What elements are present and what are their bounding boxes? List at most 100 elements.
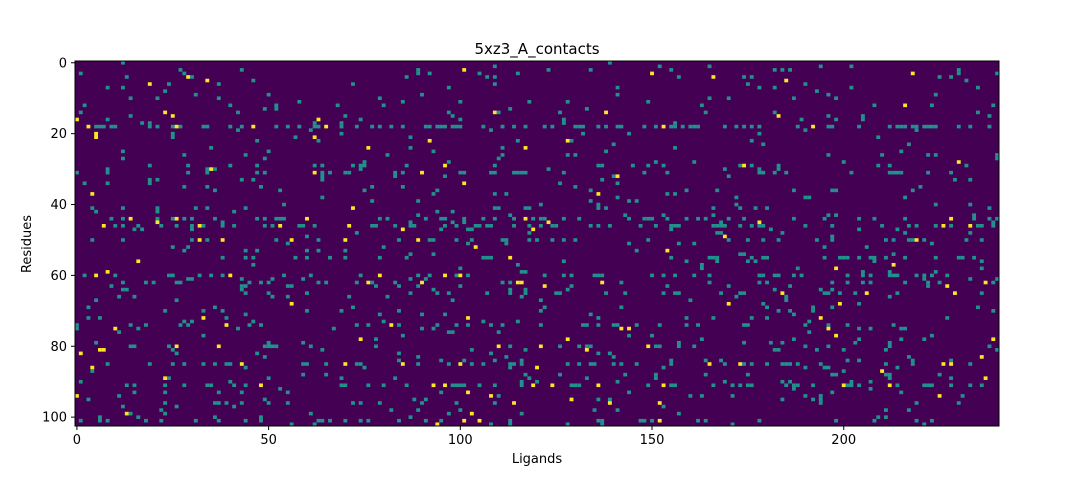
heatmap-cell — [887, 294, 892, 299]
heatmap-cell — [343, 418, 348, 423]
heatmap-cell — [423, 216, 428, 221]
heatmap-cell — [657, 344, 662, 349]
heatmap-cell — [239, 287, 244, 292]
heatmap-cell — [849, 379, 854, 384]
heatmap-cell — [82, 181, 87, 186]
heatmap-cell — [75, 326, 79, 331]
heatmap-cell — [328, 255, 332, 260]
heatmap-cell — [646, 163, 651, 168]
heatmap-cell — [933, 153, 938, 157]
heatmap-cell — [834, 266, 839, 271]
heatmap-cell — [738, 362, 743, 366]
heatmap-cell — [676, 291, 681, 295]
heatmap-cell — [289, 238, 294, 242]
heatmap-cell — [305, 255, 309, 260]
heatmap-cell — [243, 312, 248, 317]
heatmap-cell — [906, 355, 911, 359]
heatmap-cell — [450, 124, 455, 129]
heatmap-cell — [945, 316, 950, 320]
heatmap-cell — [489, 170, 493, 175]
heatmap-cell — [113, 326, 118, 331]
heatmap-cell — [347, 170, 352, 175]
heatmap-cell — [508, 255, 513, 260]
heatmap-cell — [615, 85, 620, 90]
heatmap-cell — [515, 170, 520, 175]
heatmap-cell — [243, 383, 248, 388]
heatmap-cell — [573, 383, 578, 388]
heatmap-cell — [439, 227, 444, 232]
heatmap-cell — [558, 110, 562, 115]
heatmap-cell — [213, 216, 217, 221]
heatmap-cell — [910, 124, 915, 129]
heatmap-cell — [596, 323, 601, 327]
heatmap-cell — [665, 216, 670, 221]
heatmap-cell — [711, 316, 716, 320]
heatmap-cell — [826, 114, 831, 118]
heatmap-cell — [485, 291, 490, 295]
heatmap-cell — [968, 177, 973, 182]
heatmap-cell — [481, 362, 486, 366]
heatmap-cell — [155, 206, 160, 210]
heatmap-cell — [926, 284, 931, 288]
heatmap-cell — [285, 390, 290, 395]
heatmap-cell — [933, 202, 938, 207]
heatmap-cell — [293, 135, 298, 140]
heatmap-cell — [584, 344, 589, 349]
heatmap-cell — [370, 280, 375, 285]
heatmap-cell — [262, 355, 267, 359]
heatmap-cell — [523, 270, 528, 274]
heatmap-cell — [316, 248, 321, 253]
heatmap-cell — [665, 284, 670, 288]
heatmap-cell — [94, 135, 99, 140]
heatmap-cell — [784, 362, 789, 366]
heatmap-cell — [772, 273, 777, 278]
heatmap-cell — [615, 323, 620, 327]
heatmap-cell — [201, 224, 206, 228]
heatmap-cell — [615, 174, 620, 178]
heatmap-cell — [761, 142, 766, 147]
heatmap-cell — [170, 348, 175, 352]
heatmap-cell — [121, 156, 125, 161]
heatmap-cell — [351, 401, 355, 405]
heatmap-cell — [830, 372, 835, 377]
heatmap-cell — [891, 238, 896, 242]
heatmap-cell — [845, 255, 850, 260]
heatmap-cell — [719, 358, 723, 363]
heatmap-cell — [366, 280, 371, 285]
heatmap-cell — [910, 71, 915, 76]
heatmap-cell — [665, 248, 670, 253]
heatmap-cell — [653, 376, 658, 380]
heatmap-cell — [872, 259, 877, 264]
heatmap-cell — [94, 298, 99, 303]
heatmap-cell — [719, 224, 723, 228]
heatmap-cell — [416, 273, 421, 278]
heatmap-cell — [316, 238, 321, 242]
heatmap-cell — [446, 330, 451, 334]
y-tick-label: 20 — [50, 127, 67, 142]
heatmap-cell — [163, 401, 168, 405]
heatmap-cell — [312, 124, 317, 129]
heatmap-cell — [496, 330, 501, 334]
heatmap-cell — [929, 273, 934, 278]
heatmap-cell — [707, 273, 712, 278]
heatmap-cell — [201, 124, 206, 129]
heatmap-cell — [772, 287, 777, 292]
heatmap-cell — [558, 291, 562, 295]
heatmap-cell — [995, 71, 1000, 76]
heatmap-cell — [822, 255, 827, 260]
heatmap-cell — [251, 255, 256, 260]
heatmap-cell — [730, 394, 735, 398]
heatmap-cell — [343, 114, 348, 118]
heatmap-cell — [596, 383, 601, 388]
heatmap-cell — [550, 224, 555, 228]
heatmap-cell — [197, 238, 202, 242]
heatmap-cell — [236, 326, 240, 331]
heatmap-cell — [519, 170, 524, 175]
heatmap-cell — [857, 383, 862, 388]
heatmap-cell — [772, 68, 777, 72]
heatmap-cell — [347, 294, 352, 299]
heatmap-cell — [416, 68, 421, 72]
heatmap-cell — [857, 337, 862, 341]
heatmap-cell — [178, 323, 183, 327]
heatmap-cell — [512, 362, 516, 366]
